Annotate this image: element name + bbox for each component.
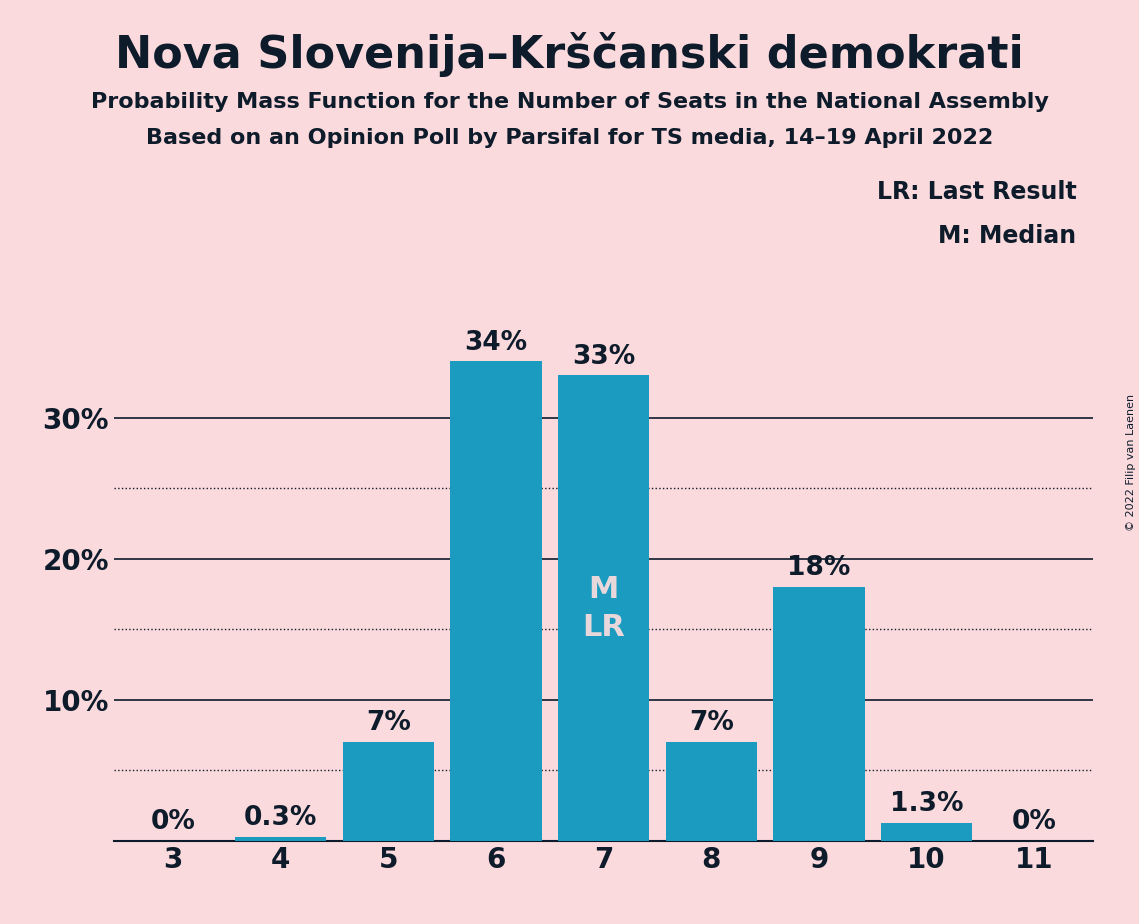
Text: 18%: 18% <box>787 555 851 581</box>
Text: Probability Mass Function for the Number of Seats in the National Assembly: Probability Mass Function for the Number… <box>91 92 1048 113</box>
Text: 7%: 7% <box>366 711 411 736</box>
Bar <box>773 587 865 841</box>
Text: 7%: 7% <box>689 711 734 736</box>
Text: Nova Slovenija–Krščanski demokrati: Nova Slovenija–Krščanski demokrati <box>115 32 1024 78</box>
Text: Based on an Opinion Poll by Parsifal for TS media, 14–19 April 2022: Based on an Opinion Poll by Parsifal for… <box>146 128 993 148</box>
Bar <box>558 375 649 841</box>
Text: M
LR: M LR <box>582 575 625 642</box>
Bar <box>450 361 542 841</box>
Text: M: Median: M: Median <box>939 224 1076 248</box>
Bar <box>235 836 327 841</box>
Text: 34%: 34% <box>465 330 527 356</box>
Text: 0%: 0% <box>150 809 196 835</box>
Bar <box>665 742 757 841</box>
Text: 33%: 33% <box>572 344 636 370</box>
Text: © 2022 Filip van Laenen: © 2022 Filip van Laenen <box>1126 394 1136 530</box>
Text: 0.3%: 0.3% <box>244 805 318 831</box>
Bar <box>880 822 973 841</box>
Text: LR: Last Result: LR: Last Result <box>877 180 1076 204</box>
Bar <box>343 742 434 841</box>
Text: 0%: 0% <box>1011 809 1057 835</box>
Text: 1.3%: 1.3% <box>890 791 964 817</box>
